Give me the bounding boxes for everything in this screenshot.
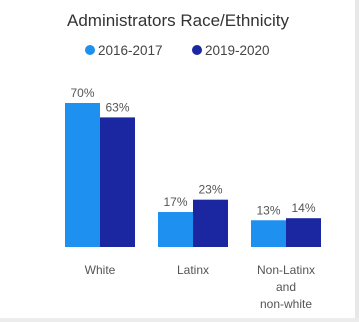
x-tick-label: Non-Latinx [257,263,315,277]
data-label: 70% [70,86,94,100]
legend: 2016-2017 2019-2020 [85,43,270,58]
data-label: 14% [291,201,315,215]
bar-Non-Latinx and non-white-2016-2017 [251,220,286,247]
legend-label: 2016-2017 [98,43,163,58]
x-tick-label: White [85,263,116,277]
bar-Latinx-2019-2020 [193,199,228,247]
x-axis-tick-labels: White Latinx Non-Latinx and non-white [85,263,315,311]
frame-edge-right [355,0,359,322]
legend-label: 2019-2020 [205,43,270,58]
x-tick-label: Latinx [177,263,209,277]
bar-Latinx-2016-2017 [158,212,193,247]
data-label: 17% [163,195,187,209]
data-label: 13% [256,203,280,217]
x-tick-label: non-white [260,297,312,311]
bar-White-2019-2020 [100,117,135,248]
bar-Non-Latinx and non-white-2019-2020 [286,218,321,247]
bars [65,103,321,248]
chart-title: Administrators Race/Ethnicity [67,11,290,30]
data-label: 23% [198,183,222,197]
data-labels: 70% 63% 17% 23% 13% 14% [70,86,315,217]
x-tick-label: and [276,280,296,294]
bar-chart: Administrators Race/Ethnicity 2016-2017 2… [65,11,321,311]
data-label: 63% [105,100,129,114]
legend-marker-2016-2017 [85,45,95,55]
frame-edge-bottom [0,318,359,322]
bar-White-2016-2017 [65,103,100,247]
legend-marker-2019-2020 [192,45,202,55]
